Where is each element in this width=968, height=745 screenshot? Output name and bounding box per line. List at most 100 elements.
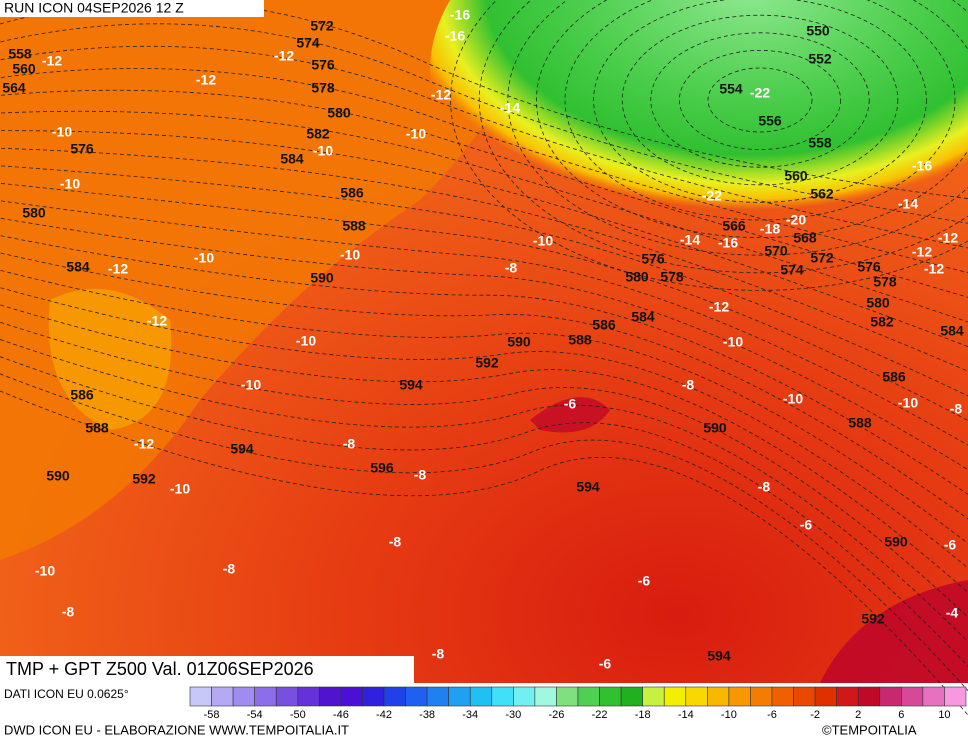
legend-tick-label: -58 [204, 709, 220, 721]
legend-swatch [232, 686, 255, 707]
legend-swatch [254, 686, 277, 707]
temperature-label: -10 [35, 563, 55, 579]
gpt-label: 582 [306, 126, 330, 142]
temperature-label: -14 [898, 196, 918, 212]
legend-swatch [556, 686, 579, 707]
temperature-label: -22 [702, 188, 722, 204]
temperature-label: -12 [938, 230, 958, 246]
gpt-label: 580 [327, 105, 351, 121]
gpt-label: 578 [873, 274, 897, 290]
gpt-label: 588 [848, 415, 872, 431]
contour-line [0, 252, 968, 520]
temperature-label: -12 [108, 261, 128, 277]
temperature-label: -6 [944, 537, 957, 553]
gpt-label: 590 [703, 420, 727, 436]
legend-tick-label: -42 [376, 709, 392, 721]
gpt-label: 558 [8, 46, 32, 62]
legend-tick-label: -46 [333, 709, 349, 721]
contour-line [0, 68, 968, 274]
legend-tick-label: -50 [290, 709, 306, 721]
legend-tick-label: 6 [898, 709, 904, 721]
legend-swatch [448, 686, 471, 707]
legend-swatch [189, 686, 212, 707]
temperature-label: -12 [196, 72, 216, 88]
temperature-label: -16 [450, 7, 470, 23]
temperature-label: -8 [389, 534, 402, 550]
legend-swatch [383, 686, 406, 707]
legend-swatch [771, 686, 794, 707]
gpt-label: 578 [660, 269, 684, 285]
temperature-label: -10 [783, 391, 803, 407]
contour-line [0, 304, 968, 594]
legend-swatch [362, 686, 385, 707]
temperature-label: -10 [340, 247, 360, 263]
gpt-label: 574 [296, 35, 320, 51]
temperature-label: -12 [431, 87, 451, 103]
temperature-label: -12 [924, 261, 944, 277]
legend-swatch [685, 686, 708, 707]
legend-swatch [577, 686, 600, 707]
gpt-label: 594 [230, 441, 254, 457]
gpt-label: 560 [12, 61, 36, 77]
legend-swatch [879, 686, 902, 707]
legend-swatch [836, 686, 859, 707]
gpt-label: 594 [576, 479, 600, 495]
gpt-label: 580 [22, 205, 46, 221]
contour-line [707, 67, 813, 133]
gpt-label: 580 [866, 295, 890, 311]
gpt-label: 596 [370, 460, 394, 476]
title-box [0, 656, 414, 683]
temperature-label: -12 [274, 48, 294, 64]
legend-swatch [469, 686, 493, 707]
temperature-band [48, 288, 172, 430]
gpt-label: 576 [857, 259, 881, 275]
contour-line [0, 321, 968, 618]
temperature-label: -18 [760, 221, 780, 237]
gpt-label: 566 [722, 218, 746, 234]
legend-tick-label: -18 [635, 709, 651, 721]
gpt-label: 550 [806, 23, 830, 39]
gpt-label: 568 [793, 230, 817, 246]
gpt-label: 554 [719, 81, 743, 97]
temperature-label: -10 [313, 143, 333, 159]
legend-swatch [663, 686, 687, 707]
gpt-label: 592 [132, 471, 156, 487]
legend-swatch [944, 686, 967, 707]
temperature-label: -6 [599, 656, 612, 672]
gpt-label: 562 [810, 186, 834, 202]
contour-line [478, 0, 968, 274]
legend-tick-label: -2 [810, 709, 820, 721]
gpt-label: 592 [861, 611, 885, 627]
temperature-label: -10 [406, 126, 426, 142]
gpt-label: 576 [311, 57, 335, 73]
temperature-label: -4 [946, 605, 959, 621]
contour-line [0, 147, 968, 372]
contour-line [0, 23, 968, 224]
legend-tick-label: 10 [938, 709, 950, 721]
cold-air-mass [430, 0, 968, 270]
legend-swatch [319, 686, 342, 707]
gpt-label: 584 [66, 259, 90, 275]
gpt-label: 570 [764, 243, 788, 259]
legend-swatch [814, 686, 837, 707]
temperature-label: -10 [241, 377, 261, 393]
temperature-label: -14 [680, 232, 700, 248]
legend-swatch [275, 686, 299, 707]
contour-line [0, 130, 968, 348]
temperature-label: -8 [414, 467, 427, 483]
temperature-label: -8 [758, 479, 771, 495]
temperature-label: -10 [898, 395, 918, 411]
temperature-label: -8 [432, 646, 445, 662]
gpt-label: 578 [311, 80, 335, 96]
temperature-label: -14 [500, 100, 520, 116]
gpt-label: 584 [940, 323, 964, 339]
temperature-label: -12 [912, 244, 932, 260]
temperature-label: -8 [223, 561, 236, 577]
contour-line [650, 32, 870, 168]
gpt-label: 586 [592, 317, 616, 333]
data-source: DATI ICON EU 0.0625° [4, 687, 129, 701]
contour-line [0, 0, 968, 199]
temperature-band [820, 580, 968, 683]
legend-swatch [857, 686, 881, 707]
contour-line [507, 0, 968, 256]
